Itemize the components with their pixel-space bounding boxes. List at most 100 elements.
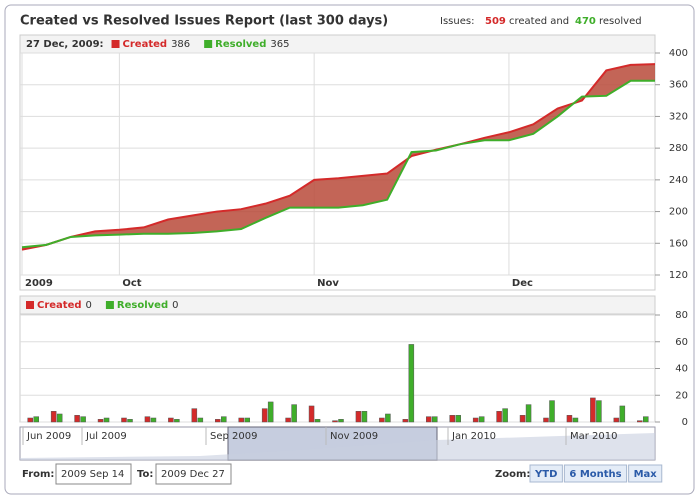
- bar: [519, 415, 526, 423]
- bar: [56, 413, 63, 423]
- legend-label[interactable]: Created: [123, 39, 168, 50]
- from-value: 2009 Sep 14: [61, 469, 124, 480]
- x-tick-label: Oct: [122, 278, 141, 289]
- bar: [103, 417, 110, 423]
- from-input[interactable]: [55, 463, 132, 485]
- bar: [502, 408, 508, 423]
- zoom-button-label[interactable]: Max: [634, 469, 658, 480]
- navigator-series: [20, 433, 655, 460]
- zoom-button-label[interactable]: YTD: [534, 469, 557, 480]
- bottom-legend-bar: [19, 295, 656, 315]
- bar: [478, 416, 485, 423]
- bar: [215, 419, 221, 423]
- bar: [27, 417, 33, 423]
- bar: [261, 408, 268, 423]
- top-panel: [19, 34, 656, 291]
- legend-swatch[interactable]: [111, 40, 120, 48]
- y-tick-label: 360: [669, 80, 688, 91]
- bar: [426, 416, 432, 423]
- bar: [144, 416, 151, 423]
- bar: [308, 405, 315, 423]
- bar: [80, 416, 86, 423]
- to-label: To:: [137, 469, 153, 480]
- bar: [338, 419, 344, 423]
- bar: [50, 411, 57, 423]
- zoom-button[interactable]: [628, 464, 663, 483]
- zoom-button[interactable]: [563, 464, 628, 483]
- bar: [291, 404, 297, 423]
- created-word: created and: [509, 16, 569, 27]
- bar: [74, 415, 80, 423]
- bar: [596, 400, 602, 423]
- legend-value: 386: [171, 39, 190, 50]
- bar: [472, 417, 479, 423]
- bar: [619, 405, 626, 423]
- bar: [221, 416, 227, 423]
- zoom-label: Zoom:: [495, 469, 530, 480]
- bar: [174, 419, 180, 423]
- navigator-label: Nov 2009: [330, 431, 378, 442]
- bar: [643, 416, 649, 423]
- y-tick-label: 280: [669, 143, 688, 154]
- navigator-label: Jun 2009: [26, 431, 71, 442]
- bar: [432, 416, 438, 423]
- navigator-label: Mar 2010: [570, 431, 618, 442]
- legend-label[interactable]: Resolved: [215, 39, 266, 50]
- bar: [402, 419, 409, 423]
- issues-label: Issues:: [440, 16, 474, 27]
- resolved-total: 470: [575, 16, 596, 27]
- legend-label[interactable]: Resolved: [117, 300, 168, 311]
- y-tick-label: 60: [675, 337, 688, 348]
- bar: [361, 411, 368, 423]
- bar: [97, 419, 104, 423]
- bar: [332, 420, 338, 423]
- legend-label[interactable]: Created: [37, 300, 82, 311]
- legend-swatch[interactable]: [204, 40, 213, 48]
- bar: [408, 344, 415, 423]
- bar: [168, 417, 174, 423]
- bar: [150, 417, 157, 423]
- y-tick-label: 200: [669, 207, 688, 218]
- y-tick-label: 160: [669, 238, 688, 249]
- bar: [590, 397, 596, 423]
- bar: [455, 415, 461, 423]
- bar: [267, 401, 274, 423]
- y-tick-label: 320: [669, 111, 688, 122]
- x-tick-label: 2009: [25, 278, 53, 289]
- bar: [379, 417, 385, 423]
- bar: [449, 415, 455, 423]
- legend-swatch[interactable]: [26, 301, 34, 309]
- y-tick-label: 0: [682, 417, 688, 428]
- bar: [543, 417, 549, 423]
- legend-value: 0: [86, 300, 92, 311]
- bar: [572, 417, 579, 423]
- y-tick-label: 400: [669, 48, 688, 59]
- x-tick-label: Nov: [317, 278, 339, 289]
- zoom-button[interactable]: [529, 464, 563, 483]
- bar: [244, 417, 250, 423]
- bar: [33, 416, 39, 423]
- bar: [355, 411, 362, 423]
- y-tick-label: 20: [675, 390, 688, 401]
- bar: [525, 404, 532, 423]
- bar: [637, 420, 643, 423]
- bar: [197, 417, 204, 423]
- to-input[interactable]: [155, 463, 232, 485]
- bar: [127, 419, 133, 423]
- bar: [285, 417, 291, 423]
- navigator-label: Sep 2009: [210, 431, 257, 442]
- bar: [566, 415, 573, 423]
- legend-swatch[interactable]: [105, 301, 114, 309]
- to-value: 2009 Dec 27: [161, 469, 225, 480]
- bar: [314, 419, 321, 423]
- series-line: [21, 63, 656, 251]
- y-tick-label: 40: [675, 364, 688, 375]
- bar: [121, 417, 127, 423]
- resolved-word: resolved: [599, 16, 642, 27]
- created-total: 509: [485, 16, 506, 27]
- bar: [191, 408, 198, 423]
- from-label: From:: [22, 469, 54, 480]
- zoom-button-label[interactable]: 6 Months: [569, 469, 621, 480]
- legend-value: 0: [172, 300, 178, 311]
